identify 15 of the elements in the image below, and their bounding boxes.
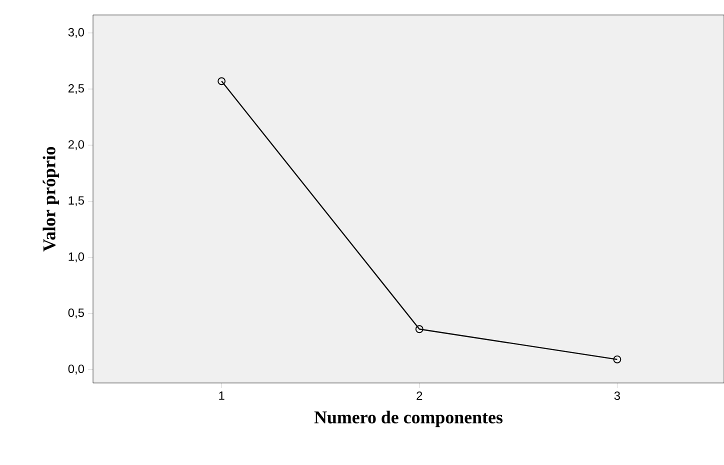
y-tick-label: 0,0: [68, 364, 84, 374]
y-tick-label: 0,5: [68, 308, 84, 318]
x-axis-title: Numero de componentes: [314, 410, 503, 428]
point: [415, 325, 424, 334]
x-tick-label: 1: [219, 392, 224, 400]
y-axis-title: Valor próprio: [42, 146, 60, 252]
point: [218, 77, 226, 86]
x-tick-label: 2: [416, 392, 422, 400]
y-tick-label: 2,0: [68, 140, 84, 150]
y-tick-label: 2,5: [68, 84, 84, 94]
y-tick-label: 1,5: [68, 196, 84, 206]
x-tick-label: 3: [614, 392, 620, 400]
y-tick-label: 1,0: [68, 252, 84, 262]
y-tick-label: 3,0: [68, 28, 84, 38]
point: [613, 355, 622, 364]
